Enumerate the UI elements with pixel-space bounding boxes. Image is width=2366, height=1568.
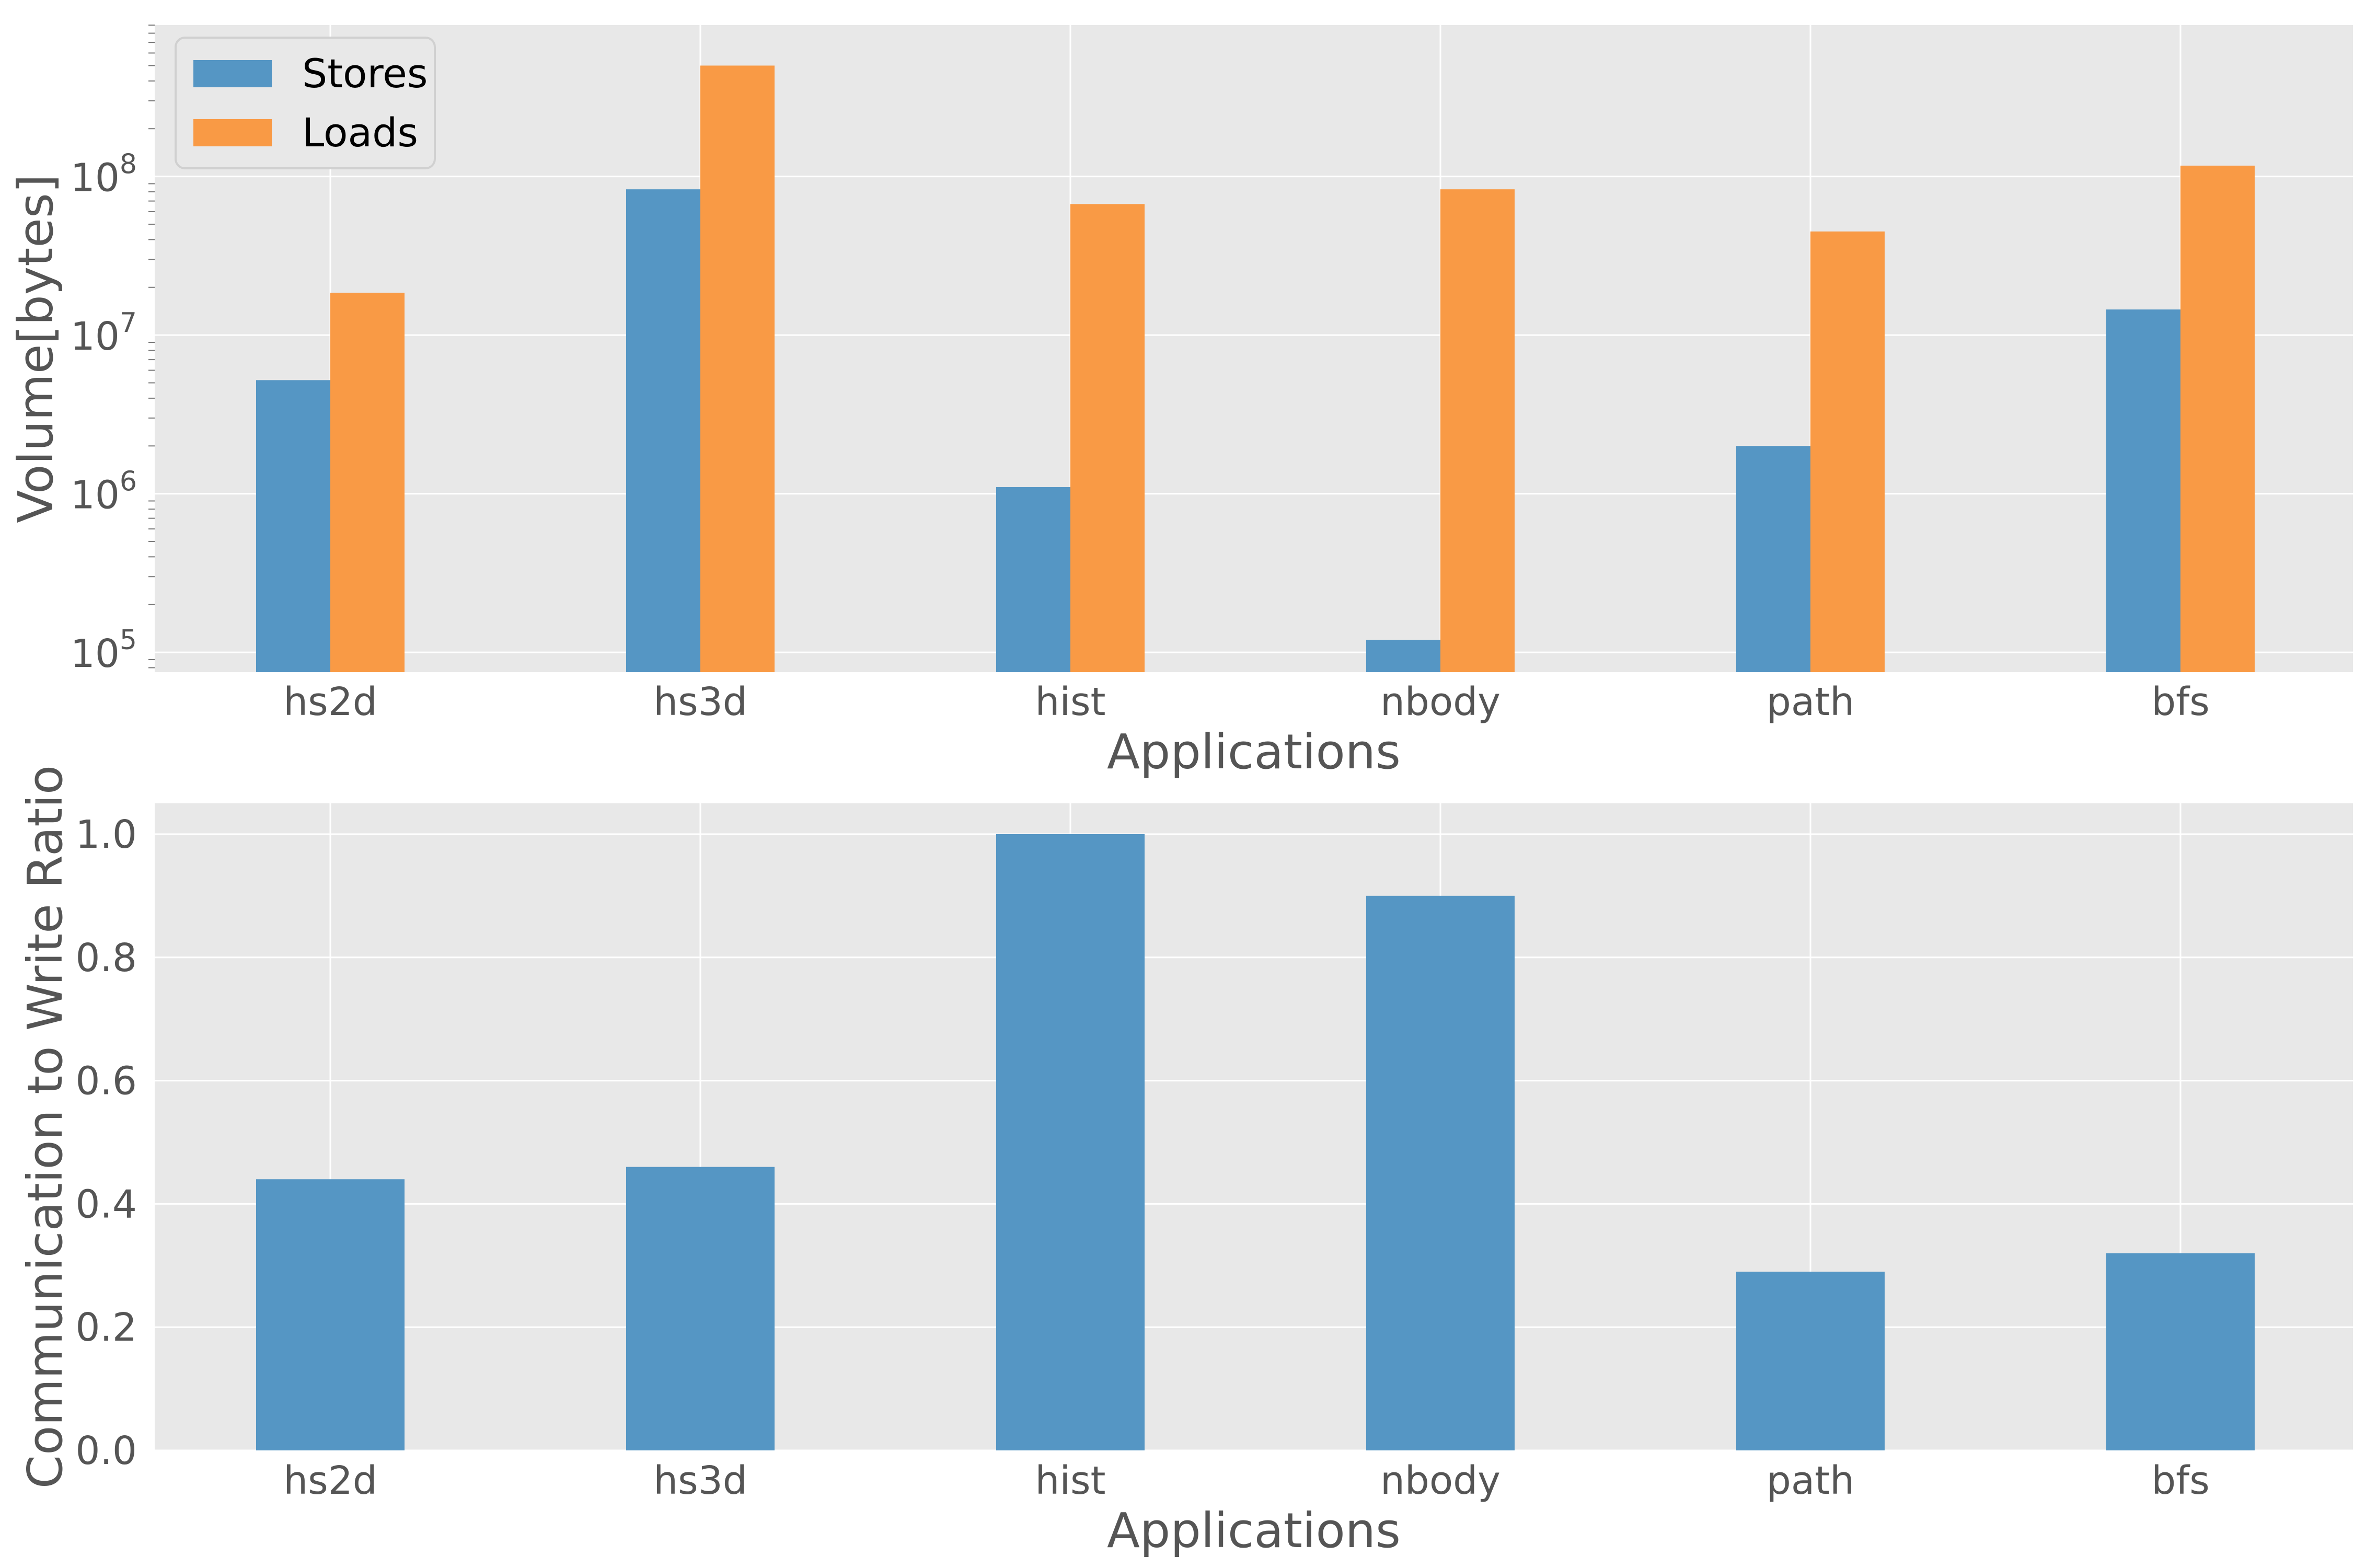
ratio-y-tick-label: 0.2 xyxy=(75,1305,137,1350)
volume-y-tick-labels: 105 106 107 108 xyxy=(71,149,137,676)
ratio-bar-nbody xyxy=(1366,895,1515,1450)
ratio-bar-bfs xyxy=(2106,1253,2255,1450)
ratio-x-tick-labels: hs2d hs3d hist nbody path bfs xyxy=(283,1458,2210,1503)
legend-swatch-loads xyxy=(193,119,272,146)
ratio-y-tick-label: 0.6 xyxy=(75,1059,137,1104)
volume-x-tick-label-hs3d: hs3d xyxy=(653,679,747,724)
ratio-x-tick-label-hist: hist xyxy=(1035,1458,1105,1503)
bar-stores-hs2d xyxy=(256,380,330,672)
volume-plot-area xyxy=(155,25,2353,672)
volume-x-tick-label-hs2d: hs2d xyxy=(283,679,377,724)
volume-x-tick-label-bfs: bfs xyxy=(2151,679,2210,724)
ratio-plot-area xyxy=(155,803,2353,1450)
ratio-bar-hs3d xyxy=(626,1167,775,1450)
volume-x-tick-label-nbody: nbody xyxy=(1380,679,1501,724)
volume-y-axis-title: Volume[bytes] xyxy=(8,174,64,523)
volume-x-tick-label-path: path xyxy=(1767,679,1854,724)
legend-swatch-stores xyxy=(193,60,272,87)
bar-loads-hs2d xyxy=(330,293,405,672)
ratio-bars xyxy=(256,834,2255,1450)
volume-bars xyxy=(256,65,2255,672)
ratio-y-tick-label: 0.4 xyxy=(75,1182,137,1227)
ratio-x-tick-label-bfs: bfs xyxy=(2151,1458,2210,1503)
ratio-bar-hs2d xyxy=(256,1179,405,1450)
ratio-x-axis-title: Applications xyxy=(1107,1503,1401,1559)
bar-loads-bfs xyxy=(2180,165,2255,672)
legend: Stores Loads xyxy=(175,37,436,169)
volume-minor-ticks xyxy=(148,25,155,668)
ratio-y-tick-labels: 0.0 0.2 0.4 0.6 0.8 1.0 xyxy=(75,812,137,1473)
bar-loads-path xyxy=(1810,231,1885,672)
volume-x-axis-title: Applications xyxy=(1107,724,1401,780)
bar-loads-hs3d xyxy=(700,65,775,672)
ratio-bar-path xyxy=(1736,1272,1885,1450)
volume-x-tick-label-hist: hist xyxy=(1035,679,1105,724)
ratio-x-tick-label-hs2d: hs2d xyxy=(283,1458,377,1503)
ratio-y-axis-title: Communication to Write Ratio xyxy=(17,765,73,1489)
volume-chart: 105 106 107 108 hs2d hs3d hist nbody path bfs Ap… xyxy=(8,25,2353,780)
volume-x-tick-labels: hs2d hs3d hist nbody path bfs xyxy=(283,679,2210,724)
volume-y-tick-label: 107 xyxy=(71,307,137,359)
bar-stores-hs3d xyxy=(626,189,700,672)
ratio-y-tick-label: 1.0 xyxy=(75,812,137,857)
ratio-bar-hist xyxy=(996,834,1145,1450)
bar-stores-nbody xyxy=(1366,640,1440,672)
ratio-chart: 0.0 0.2 0.4 0.6 0.8 1.0 hs2d hs3d hist nbody path… xyxy=(17,765,2353,1559)
ratio-y-tick-label: 0.0 xyxy=(75,1428,137,1473)
bar-stores-hist xyxy=(996,487,1070,672)
bar-loads-nbody xyxy=(1440,189,1515,672)
volume-y-tick-label: 108 xyxy=(71,149,137,201)
ratio-x-tick-label-path: path xyxy=(1767,1458,1854,1503)
bar-stores-bfs xyxy=(2106,309,2180,672)
ratio-x-tick-label-nbody: nbody xyxy=(1380,1458,1501,1503)
bar-stores-path xyxy=(1736,446,1810,672)
ratio-x-tick-label-hs3d: hs3d xyxy=(653,1458,747,1503)
ratio-y-tick-label: 0.8 xyxy=(75,936,137,981)
legend-label-stores: Stores xyxy=(302,50,428,97)
bar-loads-hist xyxy=(1070,204,1145,672)
volume-y-tick-label: 106 xyxy=(71,466,137,518)
volume-y-tick-label: 105 xyxy=(71,625,137,676)
legend-label-loads: Loads xyxy=(302,109,418,156)
